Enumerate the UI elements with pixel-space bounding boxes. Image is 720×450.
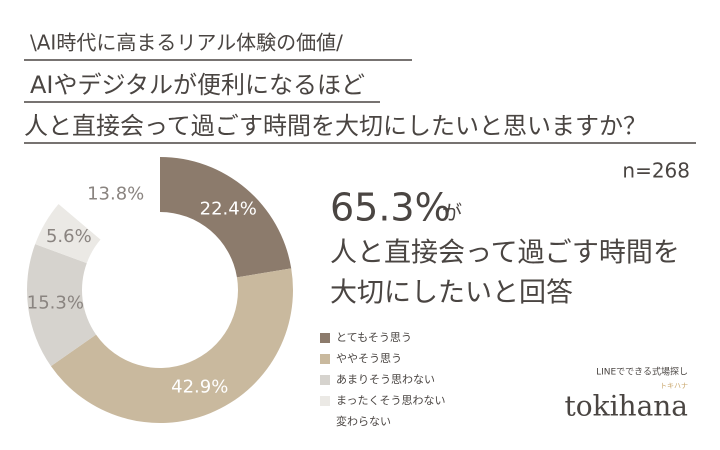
legend-label: まったくそう思わない [336,394,446,407]
donut-segment [160,157,292,278]
donut-segment [50,268,293,423]
legend-swatch [320,417,330,427]
highlight-line: 人と直接会って過ごす時間を [330,238,680,269]
donut-segment [35,203,101,264]
legend-swatch [320,396,330,406]
data-label: 5.6% [46,226,92,247]
brand-kana: トキハナ [660,382,688,390]
data-label: 13.8% [87,183,144,204]
data-label: 15.3% [27,293,84,314]
title-line: 人と直接会って過ごす時間を大切にしたいと思いますか？ [24,112,647,140]
legend-label: ややそう思う [336,352,402,365]
sample-size: n=268 [622,159,690,183]
title-line: AIやデジタルが便利になるほど [30,71,365,99]
highlight-percent: 65.3% [330,186,451,230]
data-label: 42.9% [171,377,228,398]
highlight-suffix: が [442,201,462,225]
data-label: 22.4% [200,199,257,220]
legend-label: 変わらない [336,414,391,428]
tagline: \AI時代に高まるリアル体験の価値/ [30,31,343,55]
legend-label: あまりそう思わない [336,373,435,386]
highlight-line: 大切にしたいと回答 [330,278,573,309]
donut-segment [58,157,160,240]
brand: tokihana [565,390,688,423]
legend-swatch [320,354,330,364]
legend-swatch [320,375,330,385]
legend-swatch [320,333,330,343]
legend-label: とてもそう思う [336,331,412,344]
service: LINEでできる式場探し [596,366,688,378]
donut-segment [26,244,97,367]
